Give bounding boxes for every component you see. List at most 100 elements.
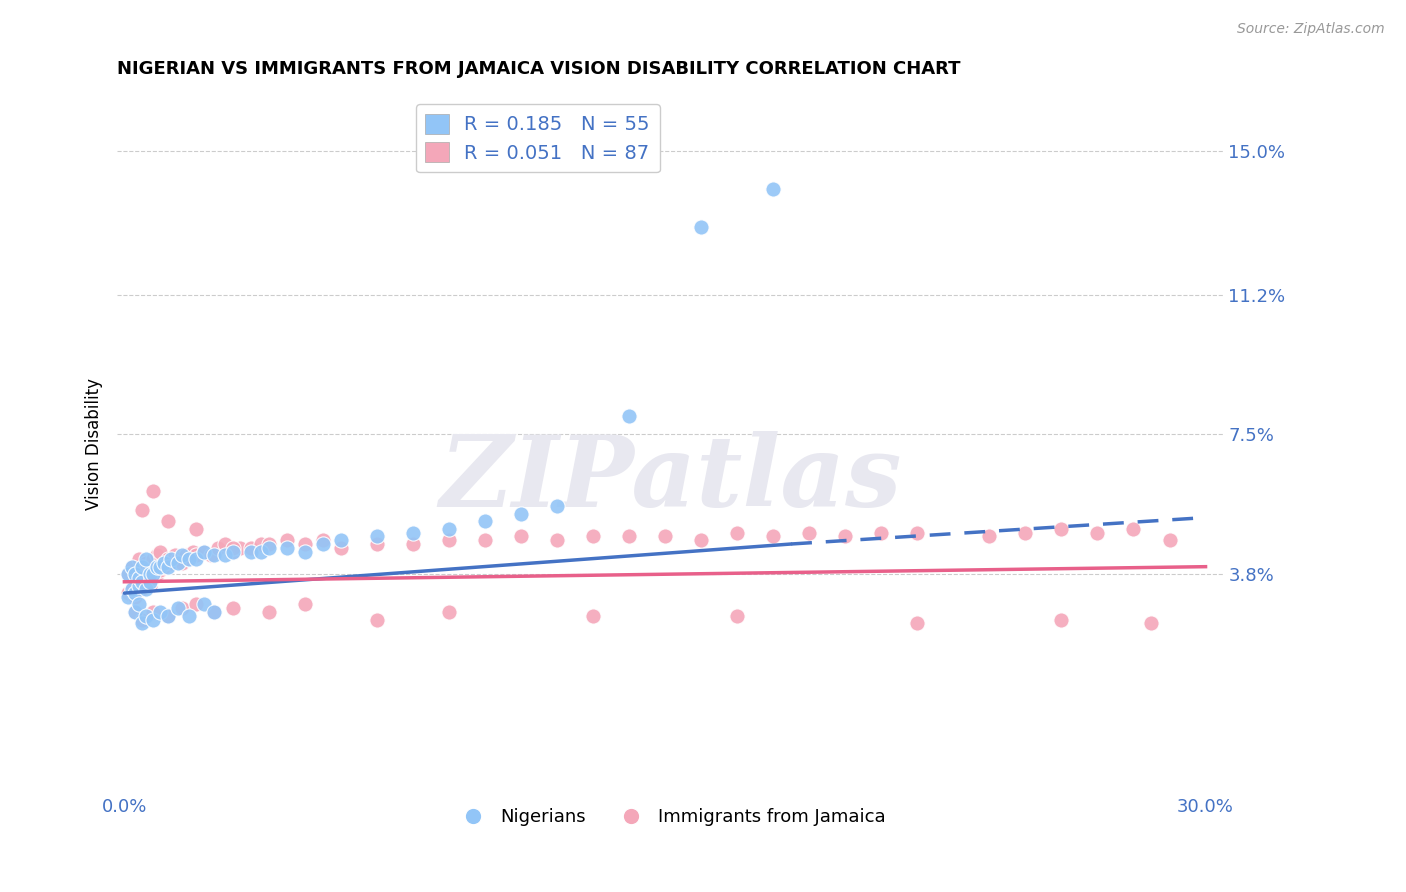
Point <box>179 608 201 623</box>
Point <box>149 544 172 558</box>
Point <box>146 567 169 582</box>
Point <box>181 544 204 558</box>
Point <box>1140 616 1163 631</box>
Point <box>204 605 226 619</box>
Point <box>204 549 226 563</box>
Point <box>276 533 298 548</box>
Point <box>474 514 496 528</box>
Point <box>131 582 153 597</box>
Point <box>257 537 280 551</box>
Point <box>149 564 172 578</box>
Point <box>725 525 748 540</box>
Text: NIGERIAN VS IMMIGRANTS FROM JAMAICA VISION DISABILITY CORRELATION CHART: NIGERIAN VS IMMIGRANTS FROM JAMAICA VISI… <box>117 60 960 78</box>
Point <box>186 598 208 612</box>
Point <box>193 544 215 558</box>
Point <box>617 409 640 423</box>
Point <box>294 537 316 551</box>
Point <box>124 590 146 604</box>
Point <box>207 541 229 555</box>
Point <box>311 537 333 551</box>
Point <box>1050 522 1073 536</box>
Point <box>366 613 388 627</box>
Point <box>121 559 143 574</box>
Point <box>131 559 153 574</box>
Point <box>146 549 169 563</box>
Point <box>142 571 165 585</box>
Point <box>135 552 157 566</box>
Point <box>138 567 160 582</box>
Point <box>214 549 236 563</box>
Point <box>121 582 143 597</box>
Point <box>276 541 298 555</box>
Point <box>146 559 169 574</box>
Point <box>138 578 160 592</box>
Text: ZIPatlas: ZIPatlas <box>439 431 901 527</box>
Point <box>170 549 193 563</box>
Point <box>582 608 605 623</box>
Point <box>437 522 460 536</box>
Point <box>250 544 273 558</box>
Point <box>762 182 785 196</box>
Point <box>200 549 222 563</box>
Point <box>474 533 496 548</box>
Point <box>167 556 190 570</box>
Point <box>135 608 157 623</box>
Point <box>142 613 165 627</box>
Legend: Nigerians, Immigrants from Jamaica: Nigerians, Immigrants from Jamaica <box>449 801 893 833</box>
Point <box>509 529 531 543</box>
Point <box>690 219 713 234</box>
Point <box>228 541 250 555</box>
Point <box>156 552 179 566</box>
Point <box>131 613 153 627</box>
Point <box>186 552 208 566</box>
Point <box>142 605 165 619</box>
Point <box>135 574 157 589</box>
Point <box>131 564 153 578</box>
Point <box>174 549 197 563</box>
Point <box>124 605 146 619</box>
Point <box>131 574 153 589</box>
Point <box>128 552 150 566</box>
Point <box>179 552 201 566</box>
Point <box>117 567 139 582</box>
Point <box>142 484 165 499</box>
Point <box>870 525 893 540</box>
Point <box>257 605 280 619</box>
Point <box>1050 613 1073 627</box>
Point <box>1014 525 1036 540</box>
Point <box>546 533 568 548</box>
Point <box>186 549 208 563</box>
Point <box>160 556 183 570</box>
Point <box>156 559 179 574</box>
Point <box>1159 533 1181 548</box>
Point <box>690 533 713 548</box>
Point <box>128 571 150 585</box>
Point <box>138 574 160 589</box>
Point <box>153 559 176 574</box>
Point <box>135 582 157 597</box>
Point <box>402 525 425 540</box>
Point <box>121 582 143 597</box>
Point <box>239 541 262 555</box>
Point <box>163 549 186 563</box>
Point <box>221 541 243 555</box>
Point <box>135 556 157 570</box>
Point <box>1122 522 1144 536</box>
Point <box>582 529 605 543</box>
Point <box>170 556 193 570</box>
Point <box>128 578 150 592</box>
Point <box>117 567 139 582</box>
Point <box>170 601 193 615</box>
Point <box>149 559 172 574</box>
Point <box>329 533 352 548</box>
Point <box>329 541 352 555</box>
Point <box>193 598 215 612</box>
Point <box>437 605 460 619</box>
Point <box>294 544 316 558</box>
Point <box>834 529 856 543</box>
Point <box>905 525 928 540</box>
Point <box>117 590 139 604</box>
Point <box>257 541 280 555</box>
Point <box>905 616 928 631</box>
Point <box>294 598 316 612</box>
